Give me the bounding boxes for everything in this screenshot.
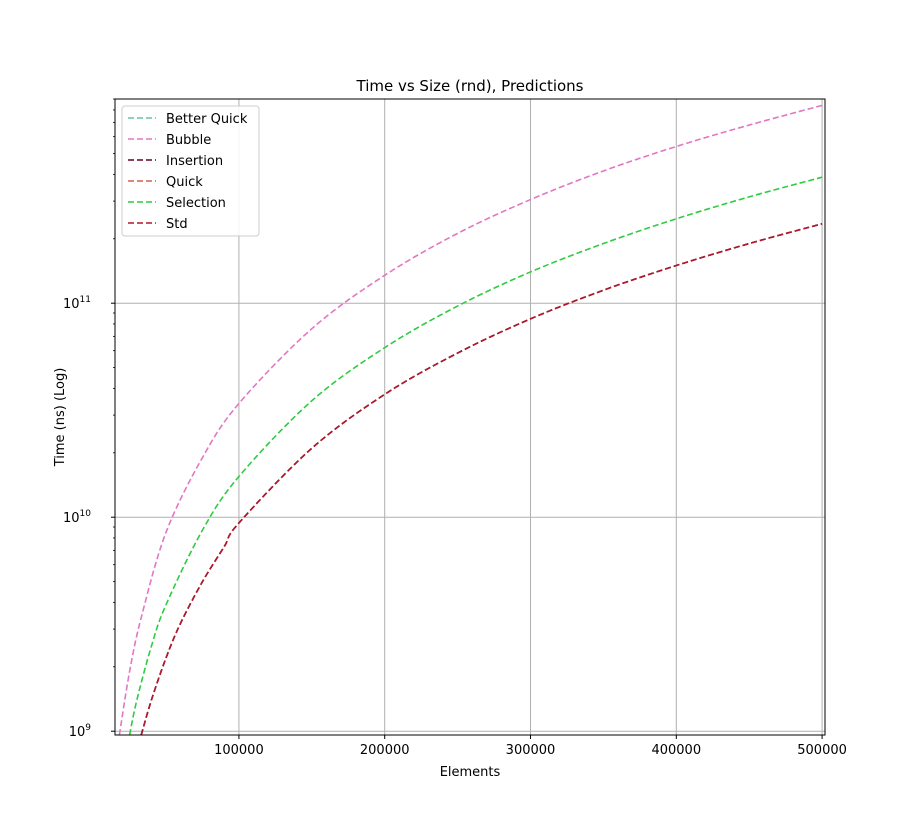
x-tick-label: 100000 (214, 743, 264, 758)
legend-item: Selection (128, 196, 226, 211)
x-tick-label: 500000 (797, 743, 847, 758)
legend-label: Selection (166, 196, 226, 211)
legend-label: Better Quick (166, 112, 248, 127)
legend-box (121, 105, 260, 237)
legend-item: Insertion (128, 154, 223, 169)
series-layer (118, 104, 823, 735)
x-axis-label: Elements (440, 765, 501, 780)
legend-label: Std (166, 217, 188, 232)
legend-item: Quick (128, 175, 203, 190)
chart-title: Time vs Size (rnd), Predictions (356, 77, 584, 95)
y-tick-exponent: 10 (80, 509, 92, 519)
series-line-std (140, 223, 823, 735)
legend-label: Quick (166, 175, 203, 190)
legend-item: Std (128, 217, 188, 232)
legend: Better Quick Bubble Insertion Quick Selectio… (121, 105, 260, 237)
y-tick-label: 1010 (63, 509, 91, 526)
axes-frame (114, 98, 826, 736)
y-tick-base: 10 (63, 297, 80, 312)
y-tick-base: 10 (69, 725, 86, 740)
series-line-selection (128, 176, 823, 735)
y-tick-exponent: 9 (85, 723, 91, 733)
legend-item: Better Quick (128, 112, 248, 127)
y-tick-label: 109 (69, 723, 92, 740)
y-axis-label: Time (ns) (Log) (53, 368, 68, 468)
x-ticks: 100000 200000 300000 400000 500000 (214, 735, 847, 758)
legend-label: Bubble (166, 133, 211, 148)
legend-item: Bubble (128, 133, 211, 148)
legend-label: Insertion (166, 154, 223, 169)
series-line-bubble (118, 104, 823, 735)
x-tick-label: 300000 (506, 743, 556, 758)
y-tick-exponent: 11 (80, 295, 91, 305)
x-tick-label: 400000 (651, 743, 701, 758)
y-tick-label: 1011 (63, 295, 91, 312)
y-tick-base: 10 (63, 511, 80, 526)
x-tick-label: 200000 (360, 743, 410, 758)
